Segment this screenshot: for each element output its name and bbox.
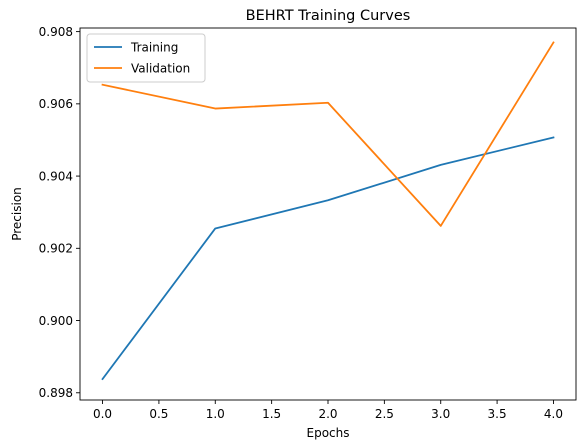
x-tick-label: 0.0	[93, 407, 112, 421]
series-line-training	[101, 136, 555, 381]
y-tick-label: 0.902	[39, 242, 73, 256]
x-tick-label: 2.0	[318, 407, 337, 421]
legend-box	[86, 33, 206, 83]
x-tick-label: 2.5	[375, 407, 394, 421]
legend: Training Validation	[86, 33, 206, 83]
legend-label-validation: Validation	[131, 62, 190, 76]
x-tick-label: 1.0	[206, 407, 225, 421]
legend-label-training: Training	[130, 41, 178, 55]
x-tick-label: 3.0	[431, 407, 450, 421]
y-tick-label: 0.906	[39, 97, 73, 111]
y-axis-label: Precision	[10, 187, 24, 241]
x-tick-label: 0.5	[149, 407, 168, 421]
series-line-validation	[101, 41, 555, 227]
x-tick-label: 3.5	[488, 407, 507, 421]
y-axis-ticks: 0.898 0.900 0.902 0.904 0.906 0.908	[39, 25, 80, 400]
chart-title: BEHRT Training Curves	[246, 8, 411, 24]
x-axis-ticks: 0.0 0.5 1.0 1.5 2.0 2.5 3.0 3.5 4.0	[93, 400, 563, 421]
y-tick-label: 0.900	[39, 314, 73, 328]
series-lines	[101, 41, 555, 381]
x-axis-label: Epochs	[307, 426, 350, 440]
y-tick-label: 0.898	[39, 386, 73, 400]
y-tick-label: 0.904	[39, 169, 73, 183]
x-tick-label: 1.5	[262, 407, 281, 421]
x-tick-label: 4.0	[544, 407, 563, 421]
y-tick-label: 0.908	[39, 25, 73, 39]
